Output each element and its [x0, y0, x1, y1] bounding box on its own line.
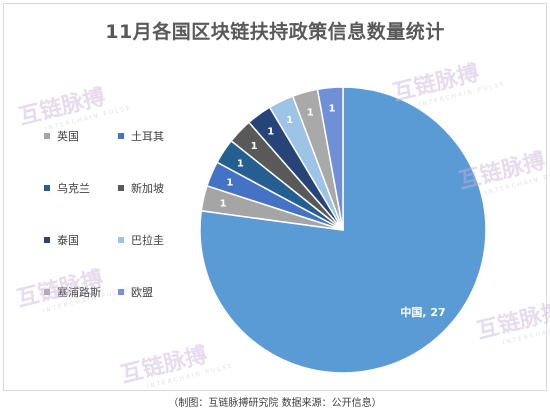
- legend-label: 英国: [57, 130, 79, 143]
- legend-label: 欧盟: [131, 286, 153, 299]
- caption: （制图：互链脉搏研究院 数据来源：公开信息）: [168, 398, 382, 409]
- legend-item-8: 欧盟: [118, 284, 153, 300]
- data-label-2: 1: [220, 199, 227, 210]
- chart-title: 11月各国区块链扶持政策信息数量统计: [105, 21, 445, 43]
- data-label-7: 1: [286, 115, 293, 126]
- legend-label: 巴拉圭: [131, 234, 164, 247]
- pie-slice-9: [316, 86, 344, 231]
- legend-swatch: [118, 289, 124, 295]
- legend-item-4: 新加坡: [118, 180, 164, 196]
- legend-item-5: 泰国: [44, 232, 79, 248]
- data-label-3: 1: [226, 178, 233, 189]
- legend-item-1: 英国: [44, 128, 79, 144]
- legend-item-6: 巴拉圭: [118, 232, 164, 248]
- data-label-9: 1: [328, 104, 335, 115]
- legend-item-7: 塞浦路斯: [44, 284, 101, 300]
- data-label-6: 1: [267, 127, 274, 138]
- data-label-5: 1: [251, 141, 258, 152]
- legend-swatch: [44, 133, 50, 139]
- legend-swatch: [44, 237, 50, 243]
- legend-swatch: [44, 185, 50, 191]
- legend-label: 泰国: [57, 234, 79, 247]
- legend-swatch: [44, 289, 50, 295]
- legend-label: 塞浦路斯: [57, 286, 101, 299]
- legend-swatch: [118, 237, 124, 243]
- legend-item-2: 土耳其: [118, 128, 164, 144]
- legend-label: 新加坡: [131, 182, 164, 195]
- legend-label: 乌克兰: [57, 182, 90, 195]
- legend-label: 土耳其: [131, 130, 164, 143]
- legend-swatch: [118, 133, 124, 139]
- data-label-1: 中国, 27: [400, 305, 445, 319]
- legend-swatch: [118, 185, 124, 191]
- legend-item-3: 乌克兰: [44, 180, 90, 196]
- data-label-4: 1: [237, 158, 244, 169]
- pie-slice-1: [199, 86, 487, 374]
- data-label-8: 1: [307, 107, 314, 118]
